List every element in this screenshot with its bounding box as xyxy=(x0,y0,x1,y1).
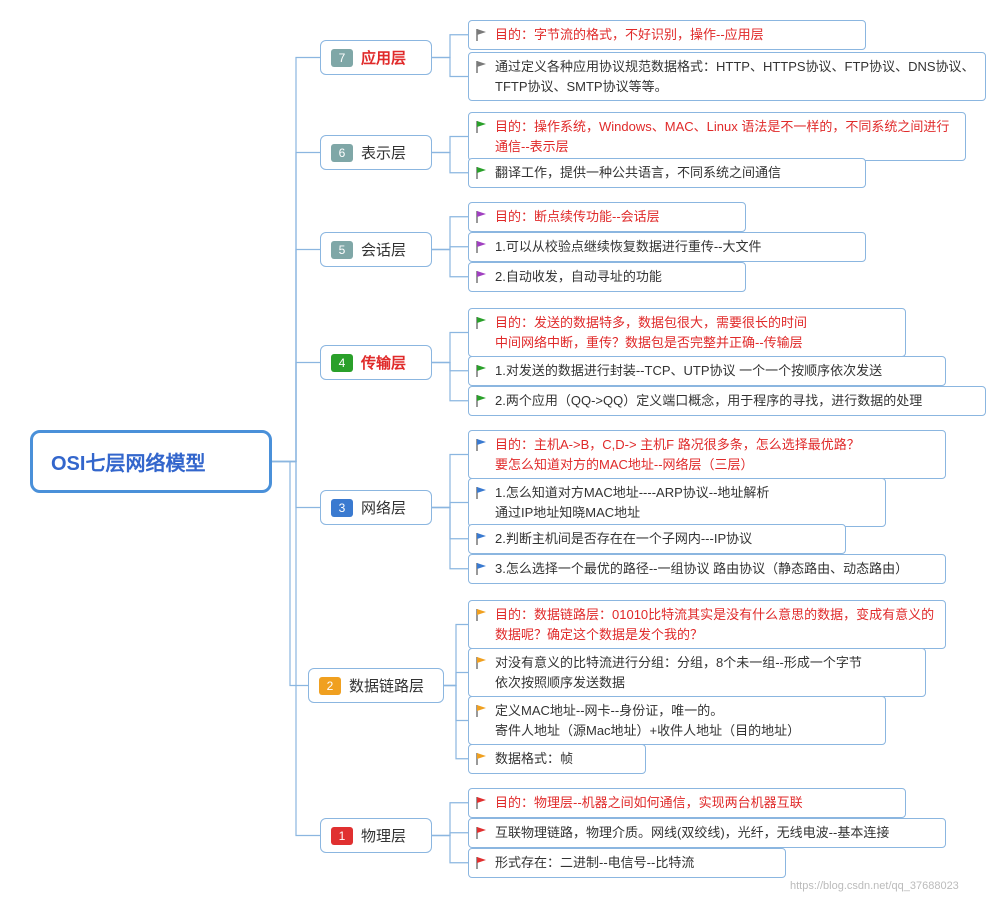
watermark: https://blog.csdn.net/qq_37688023 xyxy=(790,880,959,892)
layer-label: 表示层 xyxy=(361,142,406,163)
layer-label: 物理层 xyxy=(361,825,406,846)
detail-node: 目的：主机A->B，C,D-> 主机F 路况很多条，怎么选择最优路？ 要怎么知道… xyxy=(468,430,946,479)
root-node: OSI七层网络模型 xyxy=(30,430,272,493)
layer-number-badge: 5 xyxy=(331,241,353,259)
detail-text: 目的：字节流的格式，不好识别，操作--应用层 xyxy=(495,25,764,45)
layer-node-2: 2 数据链路层 xyxy=(308,668,444,703)
layer-node-6: 6 表示层 xyxy=(320,135,432,170)
detail-text: 定义MAC地址--网卡--身份证，唯一的。 寄件人地址（源Mac地址）+收件人地… xyxy=(495,701,800,740)
layer-number-badge: 3 xyxy=(331,499,353,517)
detail-node: 3.怎么选择一个最优的路径--一组协议 路由协议（静态路由、动态路由） xyxy=(468,554,946,584)
layer-label: 应用层 xyxy=(361,47,406,68)
detail-node: 2.自动收发，自动寻址的功能 xyxy=(468,262,746,292)
detail-node: 形式存在：二进制--电信号--比特流 xyxy=(468,848,786,878)
detail-node: 目的：操作系统，Windows、MAC、Linux 语法是不一样的，不同系统之间… xyxy=(468,112,966,161)
detail-text: 目的：断点续传功能--会话层 xyxy=(495,207,660,227)
detail-node: 2.判断主机间是否存在在一个子网内---IP协议 xyxy=(468,524,846,554)
detail-node: 目的：断点续传功能--会话层 xyxy=(468,202,746,232)
detail-node: 目的：物理层--机器之间如何通信，实现两台机器互联 xyxy=(468,788,906,818)
detail-node: 1.怎么知道对方MAC地址----ARP协议--地址解析 通过IP地址知晓MAC… xyxy=(468,478,886,527)
layer-number-badge: 2 xyxy=(319,677,341,695)
detail-text: 形式存在：二进制--电信号--比特流 xyxy=(495,853,694,873)
detail-text: 翻译工作，提供一种公共语言，不同系统之间通信 xyxy=(495,163,781,183)
detail-node: 数据格式：帧 xyxy=(468,744,646,774)
detail-node: 2.两个应用（QQ->QQ）定义端口概念，用于程序的寻找，进行数据的处理 xyxy=(468,386,986,416)
detail-text: 互联物理链路，物理介质。网线(双绞线)，光纤，无线电波--基本连接 xyxy=(495,823,889,843)
layer-node-7: 7 应用层 xyxy=(320,40,432,75)
detail-text: 对没有意义的比特流进行分组：分组，8个未一组--形成一个字节 依次按照顺序发送数… xyxy=(495,653,862,692)
detail-text: 目的：主机A->B，C,D-> 主机F 路况很多条，怎么选择最优路？ 要怎么知道… xyxy=(495,435,860,474)
layer-number-badge: 7 xyxy=(331,49,353,67)
detail-text: 3.怎么选择一个最优的路径--一组协议 路由协议（静态路由、动态路由） xyxy=(495,559,908,579)
detail-text: 目的：数据链路层：01010比特流其实是没有什么意思的数据，变成有意义的数据呢？… xyxy=(495,605,935,644)
detail-node: 通过定义各种应用协议规范数据格式：HTTP、HTTPS协议、FTP协议、DNS协… xyxy=(468,52,986,101)
layer-label: 数据链路层 xyxy=(349,675,424,696)
detail-text: 2.自动收发，自动寻址的功能 xyxy=(495,267,662,287)
layer-node-3: 3 网络层 xyxy=(320,490,432,525)
detail-node: 目的：数据链路层：01010比特流其实是没有什么意思的数据，变成有意义的数据呢？… xyxy=(468,600,946,649)
layer-label: 传输层 xyxy=(361,352,406,373)
detail-node: 目的：字节流的格式，不好识别，操作--应用层 xyxy=(468,20,866,50)
layer-number-badge: 4 xyxy=(331,354,353,372)
detail-text: 1.可以从校验点继续恢复数据进行重传--大文件 xyxy=(495,237,762,257)
layer-number-badge: 6 xyxy=(331,144,353,162)
detail-text: 目的：操作系统，Windows、MAC、Linux 语法是不一样的，不同系统之间… xyxy=(495,117,955,156)
layer-label: 网络层 xyxy=(361,497,406,518)
detail-node: 互联物理链路，物理介质。网线(双绞线)，光纤，无线电波--基本连接 xyxy=(468,818,946,848)
detail-text: 数据格式：帧 xyxy=(495,749,573,769)
detail-node: 目的：发送的数据特多，数据包很大，需要很长的时间 中间网络中断，重传？数据包是否… xyxy=(468,308,906,357)
detail-node: 1.对发送的数据进行封装--TCP、UTP协议 一个一个按顺序依次发送 xyxy=(468,356,946,386)
layer-number-badge: 1 xyxy=(331,827,353,845)
detail-text: 目的：发送的数据特多，数据包很大，需要很长的时间 中间网络中断，重传？数据包是否… xyxy=(495,313,807,352)
detail-node: 翻译工作，提供一种公共语言，不同系统之间通信 xyxy=(468,158,866,188)
detail-node: 定义MAC地址--网卡--身份证，唯一的。 寄件人地址（源Mac地址）+收件人地… xyxy=(468,696,886,745)
layer-node-1: 1 物理层 xyxy=(320,818,432,853)
detail-text: 2.两个应用（QQ->QQ）定义端口概念，用于程序的寻找，进行数据的处理 xyxy=(495,391,922,411)
detail-node: 1.可以从校验点继续恢复数据进行重传--大文件 xyxy=(468,232,866,262)
detail-text: 2.判断主机间是否存在在一个子网内---IP协议 xyxy=(495,529,752,549)
detail-text: 1.怎么知道对方MAC地址----ARP协议--地址解析 通过IP地址知晓MAC… xyxy=(495,483,769,522)
detail-text: 目的：物理层--机器之间如何通信，实现两台机器互联 xyxy=(495,793,803,813)
layer-node-5: 5 会话层 xyxy=(320,232,432,267)
layer-node-4: 4 传输层 xyxy=(320,345,432,380)
diagram-stage: https://blog.csdn.net/qq_37688023 OSI七层网… xyxy=(0,0,995,899)
layer-label: 会话层 xyxy=(361,239,406,260)
detail-text: 通过定义各种应用协议规范数据格式：HTTP、HTTPS协议、FTP协议、DNS协… xyxy=(495,57,975,96)
detail-text: 1.对发送的数据进行封装--TCP、UTP协议 一个一个按顺序依次发送 xyxy=(495,361,882,381)
detail-node: 对没有意义的比特流进行分组：分组，8个未一组--形成一个字节 依次按照顺序发送数… xyxy=(468,648,926,697)
